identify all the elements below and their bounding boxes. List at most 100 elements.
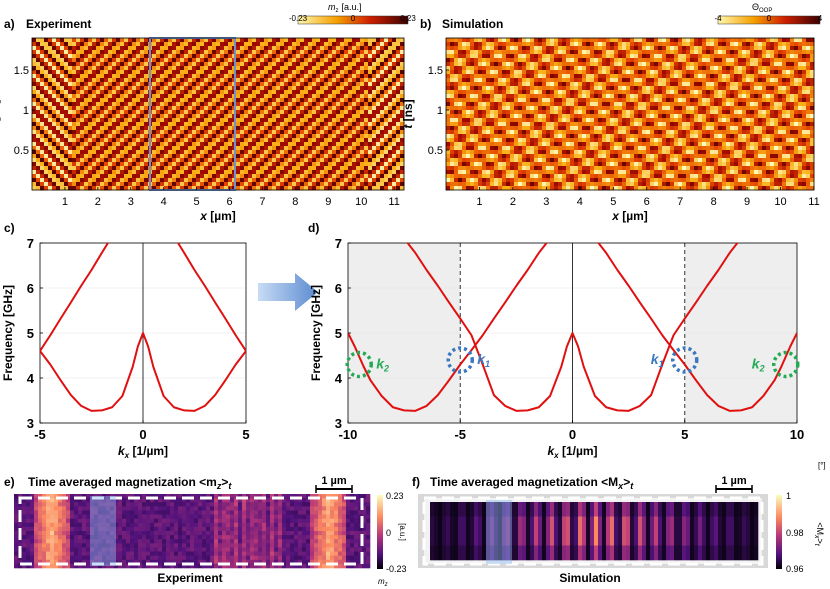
heat-cell [296, 78, 301, 83]
heat-cell [36, 170, 41, 175]
heat-cell [718, 94, 723, 99]
heat-cell [120, 182, 125, 187]
heat-cell [104, 138, 109, 143]
heat-cell [92, 82, 97, 87]
heat-cell [268, 182, 273, 187]
heat-cell [56, 170, 61, 175]
heat-cell [156, 78, 161, 83]
heat-cell [742, 94, 747, 99]
heat-cell [172, 150, 177, 155]
heat-cell [312, 110, 317, 115]
heat-cell [466, 38, 471, 43]
heat-cell [180, 38, 185, 43]
heat-cell [248, 178, 253, 183]
heat-cell [594, 58, 599, 63]
heat-cell [164, 158, 169, 163]
heat-cell [140, 158, 145, 163]
heat-cell [172, 158, 177, 163]
heat-cell [140, 178, 145, 183]
heat-cell [280, 118, 285, 123]
heat-cell [730, 70, 735, 75]
heat-cell [498, 62, 503, 67]
heat-cell [64, 70, 69, 75]
heat-cell [212, 110, 217, 115]
heat-cell [502, 50, 507, 55]
heat-cell [228, 186, 233, 191]
heat-cell [228, 154, 233, 159]
heat-cell [44, 158, 49, 163]
heat-cell [582, 66, 587, 71]
heat-cell [332, 182, 337, 187]
heat-cell [462, 54, 467, 59]
heat-cell [80, 142, 85, 147]
heat-cell [40, 54, 45, 59]
heat-cell [68, 86, 73, 91]
heat-cell [790, 46, 795, 51]
heat-cell [312, 94, 317, 99]
heat-cell [328, 90, 333, 95]
heat-cell [494, 78, 499, 83]
heat-cell [212, 182, 217, 187]
heat-cell [36, 38, 41, 43]
heat-cell [128, 150, 133, 155]
heat-cell [92, 46, 97, 51]
heat-cell [586, 54, 591, 59]
heat-cell [558, 42, 563, 47]
heat-cell [144, 70, 149, 75]
heat-cell [348, 42, 353, 47]
heat-cell [352, 154, 357, 159]
heat-cell [260, 50, 265, 55]
heat-cell [490, 70, 495, 75]
heat-cell [196, 130, 201, 135]
heat-cell [300, 78, 305, 83]
heat-cell [60, 78, 65, 83]
heat-cell [538, 58, 543, 63]
heat-cell [562, 62, 567, 67]
heat-cell [204, 62, 209, 67]
heat-cell [590, 78, 595, 83]
heat-cell [578, 58, 583, 63]
heat-cell [344, 58, 349, 63]
heat-cell [88, 50, 93, 55]
heat-cell [364, 102, 369, 107]
heat-cell [320, 178, 325, 183]
heat-cell [396, 42, 401, 47]
heat-cell [356, 138, 361, 143]
heat-cell [104, 118, 109, 123]
heat-cell [136, 186, 141, 191]
heat-cell [360, 142, 365, 147]
heat-cell [220, 166, 225, 171]
heat-cell [204, 74, 209, 79]
heat-cell [308, 62, 313, 67]
heat-cell [340, 182, 345, 187]
heat-cell [264, 126, 269, 131]
heat-cell [458, 86, 463, 91]
heat-cell [280, 158, 285, 163]
heat-cell [200, 66, 205, 71]
heat-cell [546, 38, 551, 43]
heat-cell [490, 98, 495, 103]
heat-cell [646, 86, 651, 91]
heat-cell [304, 122, 309, 127]
heat-cell [758, 50, 763, 55]
heat-cell [446, 98, 451, 103]
heat-cell [388, 154, 393, 159]
heat-cell [638, 66, 643, 71]
heat-cell [802, 86, 807, 91]
heat-cell [120, 142, 125, 147]
heat-cell [340, 54, 345, 59]
heat-cell [136, 98, 141, 103]
heat-cell [56, 182, 61, 187]
heat-cell [320, 54, 325, 59]
heat-cell [356, 186, 361, 191]
heat-cell [304, 102, 309, 107]
heat-cell [92, 42, 97, 47]
heat-cell [184, 158, 189, 163]
heat-cell [312, 74, 317, 79]
heat-cell [124, 182, 129, 187]
heat-cell [522, 54, 527, 59]
heat-cell [244, 126, 249, 131]
heat-cell [224, 46, 229, 51]
heat-cell [462, 46, 467, 51]
heat-cell [360, 166, 365, 171]
